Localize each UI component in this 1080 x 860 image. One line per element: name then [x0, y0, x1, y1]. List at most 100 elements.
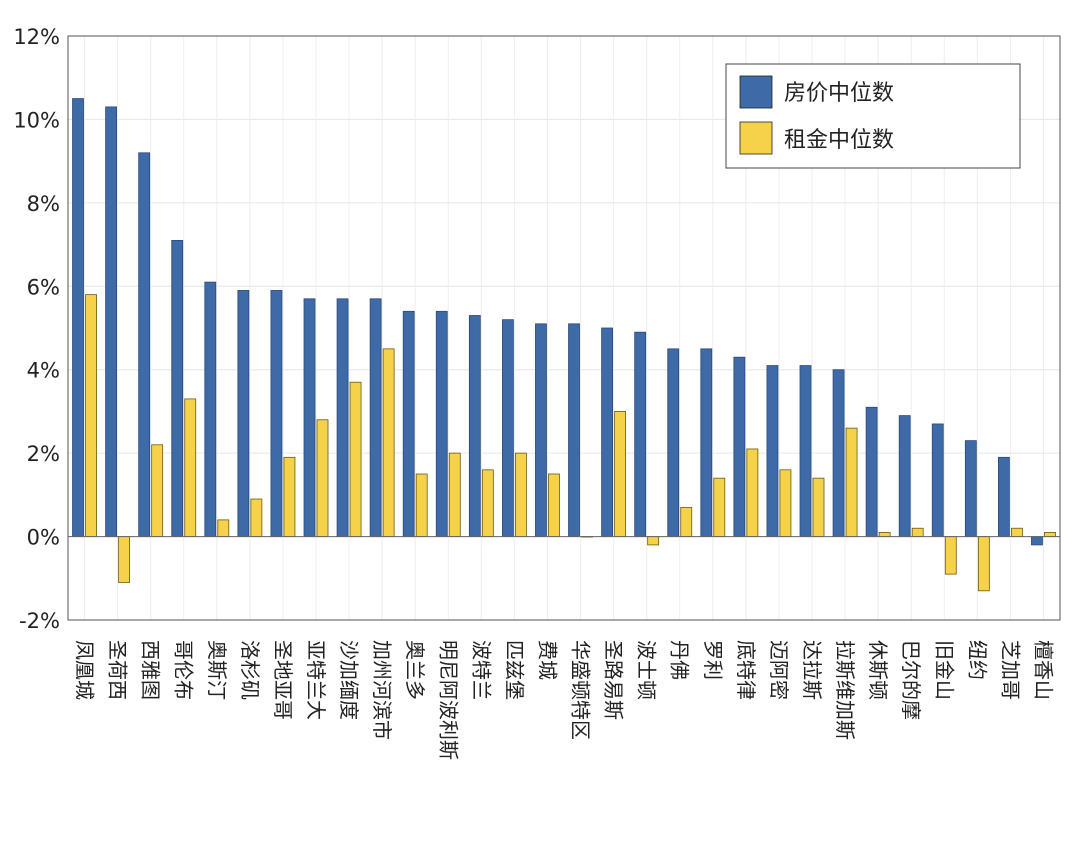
bar-rent-5: [250, 498, 263, 537]
legend-box: [725, 63, 1021, 169]
y-tick-label: 12%: [13, 25, 60, 49]
bar-rent-16: [614, 411, 626, 537]
bar-house-price-29: [1031, 536, 1043, 546]
bar-rent-21: [779, 469, 792, 537]
x-category-label: 芝加哥: [998, 640, 1022, 700]
bar-house-price-10: [402, 310, 415, 537]
bar-house-price-2: [138, 152, 151, 537]
y-tick-label: -2%: [19, 609, 60, 633]
y-tick-label: 10%: [13, 108, 60, 132]
bars: [72, 98, 1056, 592]
bar-rent-28: [1011, 527, 1023, 537]
bar-rent-13: [515, 452, 527, 537]
x-category-label: 檀香山: [1031, 640, 1055, 700]
bar-rent-14: [548, 473, 560, 537]
bar-house-price-11: [435, 310, 448, 537]
bar-house-price-0: [72, 98, 84, 537]
x-category-label: 迈阿密: [767, 640, 791, 700]
bar-rent-17: [647, 536, 660, 546]
bar-rent-23: [845, 427, 858, 537]
bar-house-price-5: [237, 290, 250, 537]
x-category-label: 明尼阿波利斯: [436, 640, 460, 760]
bar-rent-6: [283, 456, 296, 537]
bar-house-price-27: [964, 440, 977, 537]
x-category-label: 匹兹堡: [502, 640, 526, 700]
bar-rent-1: [118, 536, 130, 583]
bar-rent-25: [911, 527, 924, 537]
x-category-label: 圣路易斯: [602, 640, 626, 720]
bar-rent-11: [448, 452, 461, 537]
x-category-label: 奥斯汀: [205, 640, 229, 700]
bar-rent-3: [184, 398, 197, 537]
bar-rent-27: [977, 536, 990, 592]
legend-swatch-house-price: [739, 75, 773, 109]
x-category-label: 罗利: [701, 640, 725, 680]
y-tick-label: 4%: [27, 359, 60, 383]
bar-house-price-8: [336, 298, 349, 537]
bar-rent-4: [217, 519, 230, 537]
bar-house-price-9: [369, 298, 382, 537]
x-category-label: 洛杉矶: [238, 640, 262, 700]
y-tick-label: 6%: [27, 275, 60, 299]
bar-house-price-14: [535, 323, 547, 537]
bar-rent-29: [1044, 532, 1056, 537]
legend-label-house-price: 房价中位数: [784, 81, 894, 106]
x-category-label: 华盛顿特区: [569, 640, 593, 740]
bar-house-price-13: [501, 319, 514, 537]
bar-house-price-15: [568, 323, 580, 537]
x-category-label: 圣地亚哥: [271, 640, 295, 720]
plot-frame: [67, 35, 1061, 621]
bar-rent-8: [349, 381, 362, 537]
bar-house-price-12: [468, 315, 481, 537]
bar-house-price-16: [601, 327, 613, 537]
x-category-label: 圣荷西: [106, 640, 130, 700]
bar-rent-24: [878, 532, 891, 537]
x-category-label: 费城: [535, 640, 559, 680]
bar-house-price-21: [766, 365, 779, 537]
x-category-label: 沙加缅度: [337, 640, 361, 720]
x-category-label: 波特兰: [469, 640, 493, 700]
bar-house-price-6: [270, 290, 283, 537]
bar-house-price-18: [667, 348, 680, 537]
bar-house-price-23: [832, 369, 845, 537]
x-category-label: 奥兰多: [403, 640, 427, 700]
x-category-label: 哥伦布: [172, 640, 196, 700]
bar-house-price-25: [898, 415, 911, 537]
bar-rent-20: [746, 448, 759, 537]
bar-house-price-22: [799, 365, 812, 537]
bar-house-price-3: [171, 239, 184, 537]
x-category-label: 巴尔的摩: [899, 640, 923, 720]
x-category-label: 丹佛: [668, 640, 692, 680]
bar-rent-12: [481, 469, 494, 537]
legend: 房价中位数 租金中位数: [725, 63, 1021, 169]
x-category-label: 西雅图: [139, 640, 163, 700]
x-category-label: 休斯顿: [866, 640, 890, 700]
bar-rent-10: [415, 473, 428, 537]
bar-rent-9: [382, 348, 395, 537]
bar-rent-18: [680, 506, 693, 537]
y-tick-label: 2%: [27, 442, 60, 466]
x-category-label: 凤凰城: [73, 640, 97, 700]
x-category-label: 纽约: [965, 640, 989, 680]
x-category-label: 亚特兰大: [304, 640, 328, 720]
bar-house-price-4: [204, 281, 217, 537]
bar-rent-2: [151, 444, 164, 537]
bar-rent-0: [85, 294, 97, 537]
x-category-label: 旧金山: [932, 640, 956, 700]
x-category-label: 加州河滨市: [370, 640, 394, 740]
bar-rent-7: [316, 419, 329, 537]
bar-house-price-19: [700, 348, 713, 537]
bar-house-price-20: [733, 356, 746, 537]
y-tick-label: 0%: [27, 526, 60, 550]
bar-house-price-26: [931, 423, 944, 537]
x-category-label: 波士顿: [635, 640, 659, 700]
x-category-label: 拉斯维加斯: [833, 640, 857, 740]
bar-house-price-24: [865, 406, 878, 537]
bar-rent-22: [812, 477, 825, 537]
y-axis-ticks: -2% 0% 2% 4% 6% 8% 10% 12%: [13, 25, 60, 633]
x-category-label: 达拉斯: [800, 640, 824, 700]
bar-house-price-7: [303, 298, 316, 537]
y-tick-label: 8%: [27, 192, 60, 216]
bar-house-price-17: [634, 331, 647, 537]
